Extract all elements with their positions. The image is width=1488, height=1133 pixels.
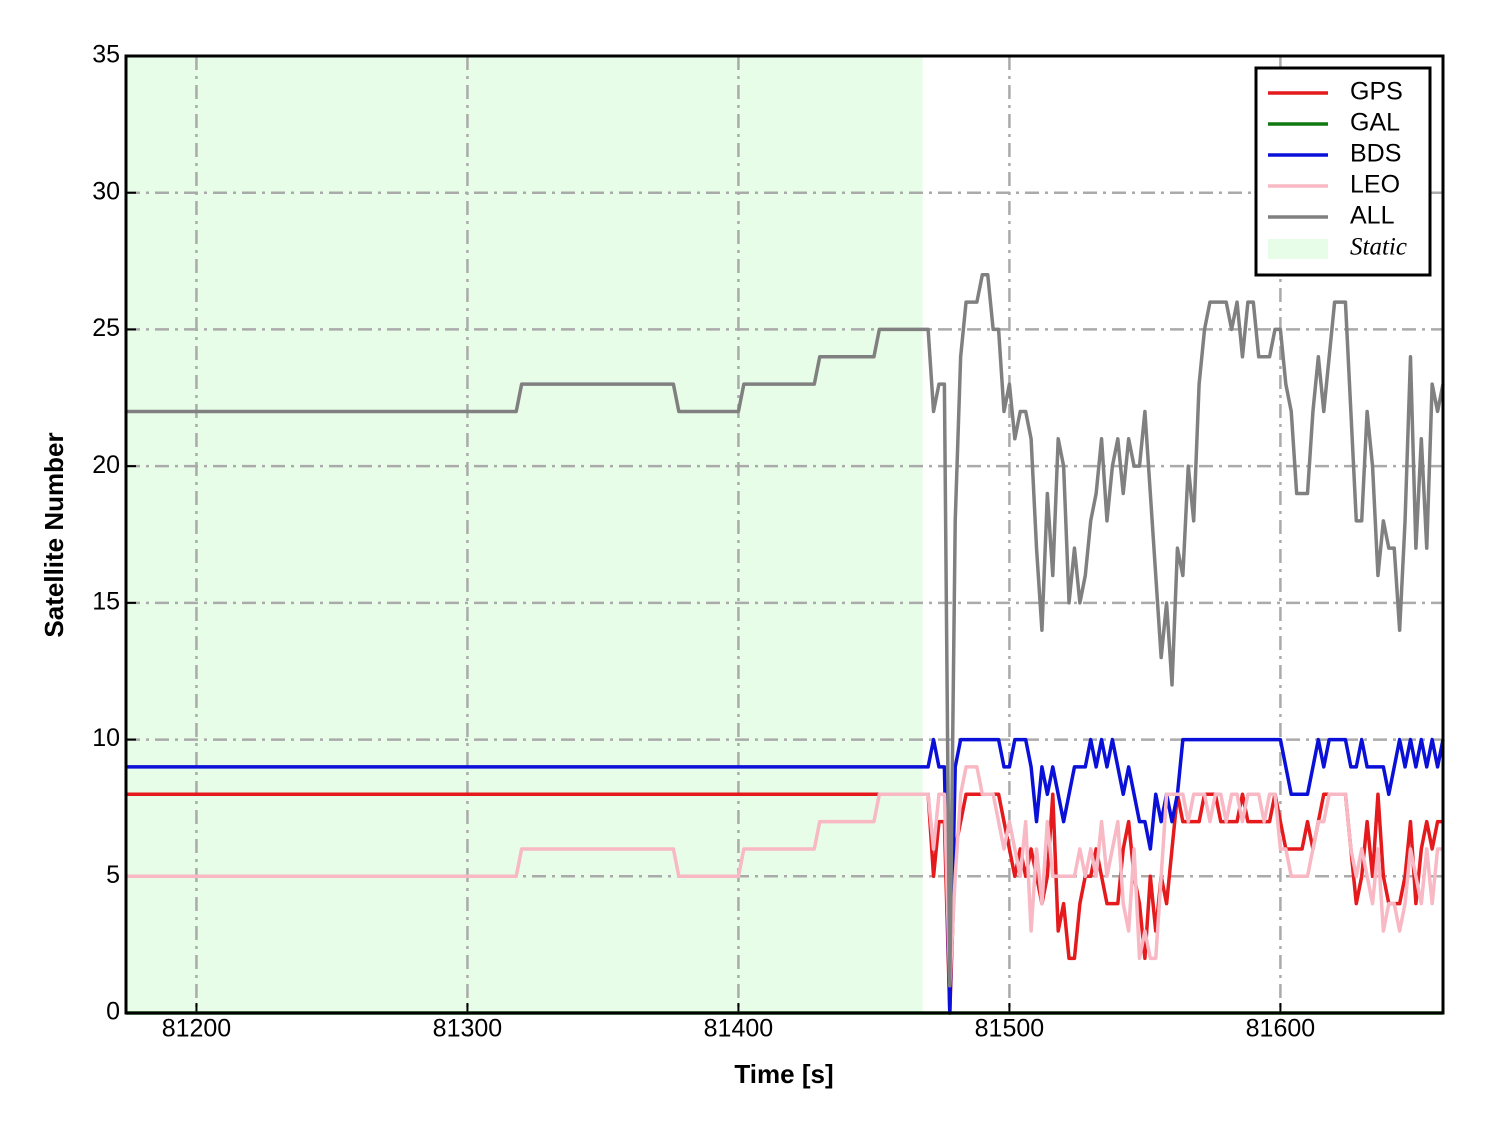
y-tick-label: 20 (92, 451, 120, 479)
series-line (126, 737, 1445, 1015)
y-tick-label: 5 (106, 861, 120, 889)
series-line (126, 272, 1445, 988)
legend-swatch (1268, 239, 1328, 259)
y-tick-label: 35 (92, 41, 120, 69)
plot-frame (124, 54, 1445, 1015)
legend-label: Static (1350, 234, 1407, 261)
legend-box (1254, 66, 1432, 277)
series-line (126, 765, 1443, 988)
x-tick-label: 81200 (162, 1015, 232, 1043)
y-axis-label: Satellite Number (39, 432, 69, 637)
x-tick-label: 81500 (975, 1015, 1045, 1043)
x-tick-label: 81400 (704, 1015, 774, 1043)
legend-label: BDS (1350, 140, 1401, 168)
legend-label: GAL (1350, 109, 1400, 137)
legend-label: GPS (1350, 78, 1403, 106)
x-tick-label: 81600 (1246, 1015, 1316, 1043)
legend-label: ALL (1350, 202, 1395, 230)
x-tick-label: 81300 (433, 1015, 503, 1043)
y-tick-label: 25 (92, 314, 120, 342)
legend-label: LEO (1350, 171, 1400, 199)
y-tick-label: 0 (106, 998, 120, 1026)
static-span (126, 56, 923, 1013)
y-tick-label: 30 (92, 177, 120, 205)
y-tick-label: 15 (92, 587, 120, 615)
x-axis-label: Time [s] (734, 1059, 833, 1089)
y-tick-label: 10 (92, 724, 120, 752)
